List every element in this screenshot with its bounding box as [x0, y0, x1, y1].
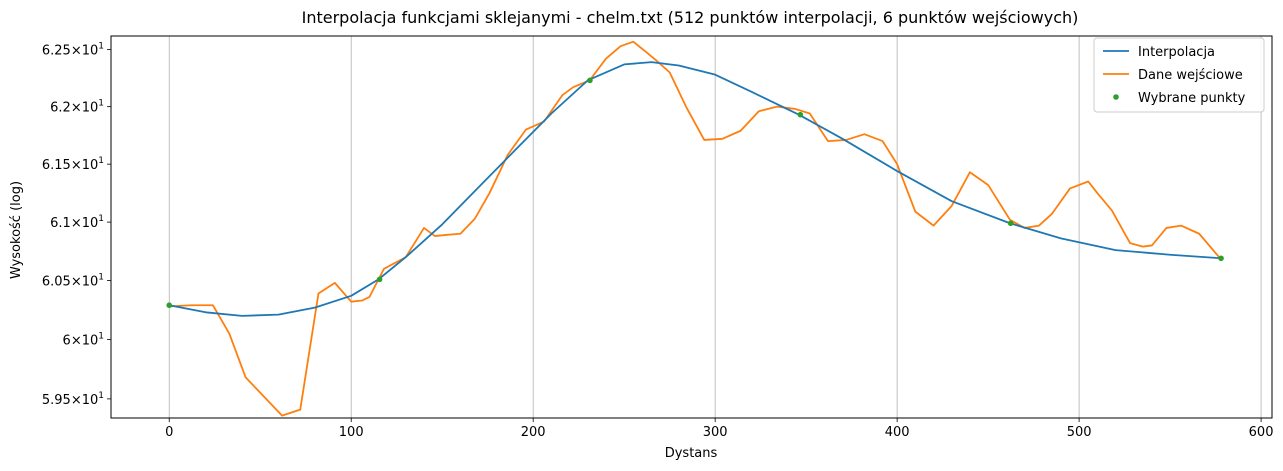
y-tick-times: × — [71, 44, 82, 59]
legend: Interpolacja Dane wejściowe Wybrane punkty — [1093, 37, 1265, 113]
y-tick-exponent: 1 — [98, 156, 104, 166]
legend-label: Wybrane punkty — [1138, 91, 1246, 106]
y-tick-label: 6.1×101 — [50, 214, 104, 231]
y-tick-mantissa: 5.95 — [42, 393, 71, 408]
y-tick-mantissa: 6.25 — [42, 44, 71, 59]
y-tick-mantissa: 6.2 — [50, 101, 71, 116]
scatter-point — [797, 111, 804, 118]
scatter-point — [1218, 255, 1224, 262]
scatter-point — [376, 276, 383, 283]
y-tick-label: 6.05×101 — [42, 273, 104, 290]
y-tick-base: 10 — [82, 393, 99, 408]
y-tick-times: × — [71, 393, 82, 408]
x-tick-label: 500 — [1067, 425, 1092, 440]
y-tick-base: 10 — [82, 333, 99, 348]
x-axis-label: Dystans — [665, 446, 718, 461]
y-axis-label: Wysokość (log) — [9, 181, 24, 279]
y-tick-mantissa: 6.1 — [50, 216, 71, 231]
legend-swatch-marker — [1113, 94, 1119, 100]
y-tick-label: 6.15×101 — [42, 156, 104, 173]
scatter-point — [166, 302, 173, 309]
series-layer — [166, 40, 1224, 417]
y-tick-times: × — [71, 101, 82, 116]
y-tick-label: 6×101 — [63, 331, 104, 348]
series-line-1 — [169, 40, 1222, 417]
x-tick-label: 0 — [165, 425, 173, 440]
x-tick-label: 200 — [521, 425, 546, 440]
x-tick-label: 600 — [1249, 425, 1274, 440]
y-tick-mantissa: 6 — [63, 333, 71, 348]
y-axis: 5.95×1016×1016.05×1016.1×1016.15×1016.2×… — [42, 42, 111, 408]
x-tick-label: 300 — [703, 425, 728, 440]
y-tick-mantissa: 6.15 — [42, 158, 71, 173]
y-tick-exponent: 1 — [98, 391, 104, 401]
y-tick-exponent: 1 — [98, 99, 104, 109]
y-tick-times: × — [71, 333, 82, 348]
chart-title: Interpolacja funkcjami sklejanymi - chel… — [302, 8, 1079, 27]
y-tick-exponent: 1 — [98, 214, 104, 224]
y-tick-label: 5.95×101 — [42, 391, 104, 408]
plot-frame — [110, 35, 1273, 419]
x-tick-label: 100 — [339, 425, 364, 440]
legend-label: Interpolacja — [1138, 45, 1215, 60]
series-line-0 — [169, 61, 1222, 317]
y-tick-label: 6.25×101 — [42, 42, 104, 59]
y-tick-exponent: 1 — [98, 331, 104, 341]
y-tick-base: 10 — [82, 216, 99, 231]
y-tick-base: 10 — [82, 158, 99, 173]
y-tick-base: 10 — [82, 44, 99, 59]
legend-label: Dane wejściowe — [1138, 68, 1243, 83]
y-tick-times: × — [71, 158, 82, 173]
y-tick-exponent: 1 — [98, 273, 104, 283]
scatter-point — [1007, 220, 1014, 227]
y-tick-times: × — [71, 216, 82, 231]
x-tick-label: 400 — [885, 425, 910, 440]
y-tick-mantissa: 6.05 — [42, 275, 71, 290]
y-tick-times: × — [71, 275, 82, 290]
x-axis: 0 100 200 300 400 500 600 — [165, 418, 1273, 440]
y-tick-base: 10 — [82, 275, 99, 290]
y-tick-exponent: 1 — [98, 42, 104, 52]
scatter-point — [587, 77, 593, 84]
y-tick-base: 10 — [82, 101, 99, 116]
y-tick-label: 6.2×101 — [50, 99, 104, 116]
legend-box — [1093, 37, 1265, 113]
